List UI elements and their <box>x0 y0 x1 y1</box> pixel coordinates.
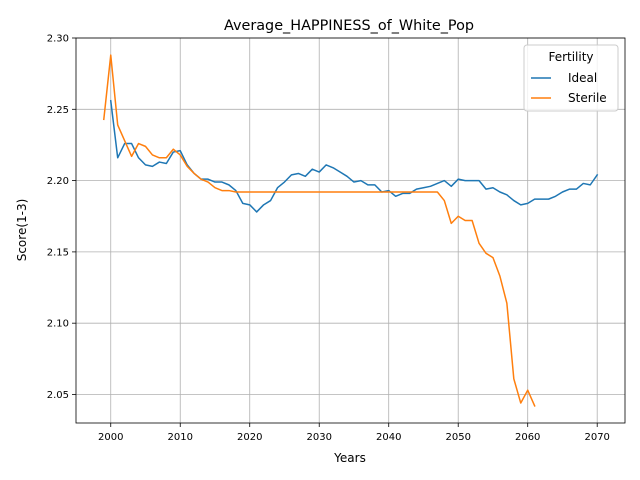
y-axis: 2.05 2.10 2.15 2.20 2.25 2.30 <box>47 34 76 401</box>
series-layer <box>102 54 599 407</box>
x-tick-label: 2030 <box>307 432 332 443</box>
legend-label-ideal: Ideal <box>568 71 597 85</box>
y-tick-label: 2.25 <box>47 105 69 116</box>
plot-area <box>75 37 626 424</box>
y-tick-label: 2.15 <box>47 247 69 258</box>
y-axis-label: Score(1-3) <box>15 199 29 262</box>
legend: Fertility Ideal Sterile <box>523 44 619 112</box>
x-tick-label: 2060 <box>515 432 540 443</box>
y-tick-label: 2.30 <box>47 34 69 45</box>
legend-box <box>523 44 619 112</box>
y-tick-label: 2.05 <box>47 390 69 401</box>
x-axis-label: Years <box>333 451 366 465</box>
x-axis: 2000 2010 2020 2030 2040 2050 2060 2070 <box>98 423 610 443</box>
legend-label-sterile: Sterile <box>568 91 607 105</box>
x-tick-label: 2050 <box>445 432 470 443</box>
x-tick-label: 2020 <box>237 432 262 443</box>
legend-title: Fertility <box>548 50 593 64</box>
x-tick-label: 2040 <box>376 432 401 443</box>
x-tick-label: 2000 <box>98 432 123 443</box>
y-tick-label: 2.20 <box>47 176 69 187</box>
x-tick-label: 2010 <box>168 432 193 443</box>
series-line-sterile <box>102 54 536 407</box>
y-tick-label: 2.10 <box>47 319 69 330</box>
x-tick-label: 2070 <box>584 432 609 443</box>
chart-title: Average_HAPPINESS_of_White_Pop <box>224 18 474 34</box>
